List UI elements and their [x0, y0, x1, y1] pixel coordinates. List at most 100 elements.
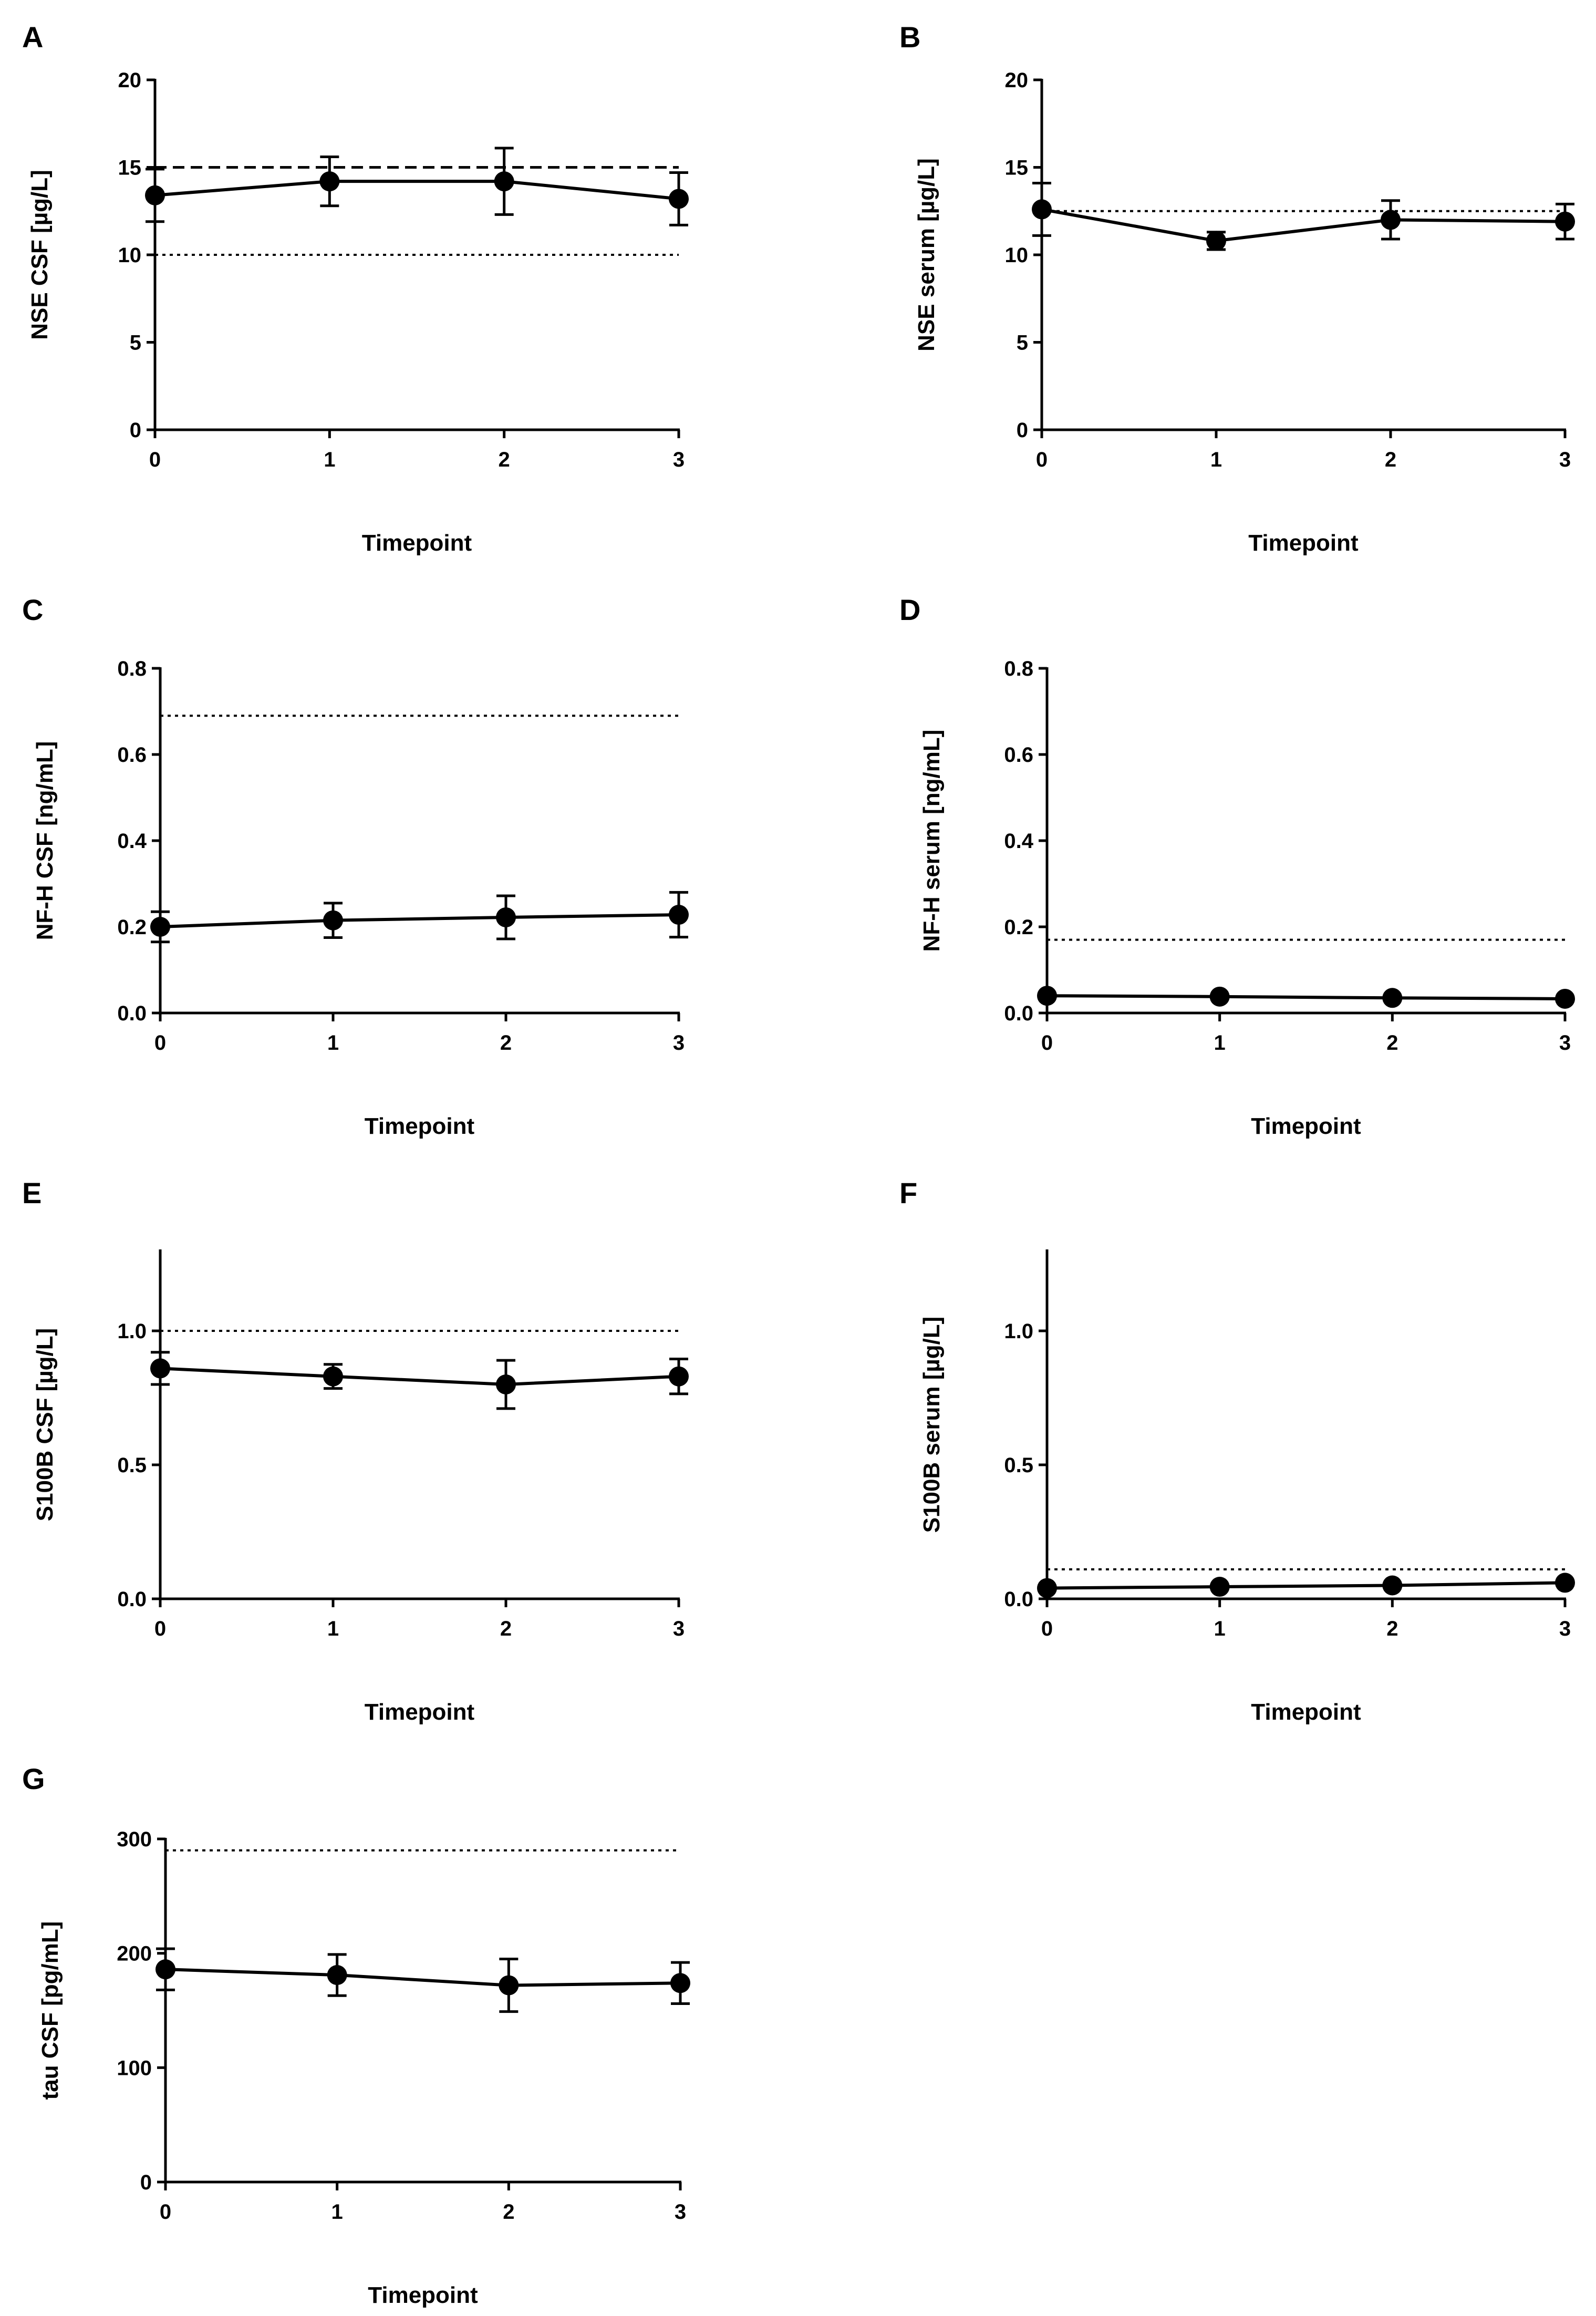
x-tick-label: 2 [500, 1617, 512, 1640]
y-axis-label: tau CSF [pg/mL] [37, 1921, 63, 2100]
chart-panel-c: C 0.0 0.2 0.4 0.6 0.8 0 1 2 3 Timepoint NF-H CSF [n… [22, 593, 689, 1139]
series-line [154, 180, 679, 201]
y-axis-label: NSE serum [µg/L] [914, 158, 939, 351]
data-point [1209, 1577, 1230, 1597]
y-tick-label: 0 [140, 2171, 152, 2194]
x-tick-label: 2 [499, 448, 510, 471]
y-tick-label: 0.2 [1004, 916, 1033, 939]
chart-panel-f: F 0.0 0.5 1.0 0 1 2 3 Timepoint S100B serum [µg/L… [899, 1176, 1575, 1725]
x-tick-label: 2 [503, 2200, 514, 2224]
y-axis-label: S100B serum [µg/L] [919, 1317, 945, 1533]
x-tick-label: 3 [1559, 448, 1571, 471]
y-tick-label: 0.5 [1004, 1454, 1033, 1477]
x-tick-label: 3 [1559, 1617, 1571, 1640]
chart-panel-a: A 0 5 10 15 20 0 1 2 3 Timepoint NSE CSF [µg/L] [22, 20, 689, 556]
data-point [669, 1366, 689, 1387]
data-point [1032, 199, 1052, 220]
data-point [499, 1975, 519, 1996]
x-tick-label: 1 [324, 448, 335, 471]
y-tick-label: 15 [1005, 157, 1029, 180]
x-tick-label: 1 [327, 1617, 339, 1640]
y-tick-label: 0.8 [117, 657, 147, 680]
x-axis-label: Timepoint [1251, 1113, 1361, 1139]
x-tick-label: 3 [673, 1031, 685, 1054]
x-tick-label: 2 [500, 1031, 512, 1054]
series-line [160, 1367, 679, 1387]
x-axis-label: Timepoint [365, 1699, 475, 1725]
x-axis-label: Timepoint [365, 1113, 475, 1139]
y-tick-label: 0.0 [117, 1588, 147, 1611]
y-tick-label: 0.6 [1004, 743, 1033, 767]
y-tick-label: 10 [1005, 244, 1029, 267]
y-tick-label: 0 [1017, 419, 1028, 442]
x-tick-label: 1 [1214, 1031, 1226, 1054]
y-tick-label: 10 [118, 244, 142, 267]
y-tick-label: 300 [117, 1828, 152, 1851]
data-point [145, 185, 165, 205]
data-point [669, 905, 689, 925]
data-point [494, 171, 514, 192]
data-point [669, 189, 689, 209]
data-point [323, 1366, 343, 1387]
x-tick-label: 1 [327, 1031, 339, 1054]
series-line [1041, 208, 1566, 243]
data-point [1381, 210, 1401, 230]
y-tick-label: 1.0 [117, 1320, 147, 1343]
x-tick-label: 1 [1210, 448, 1222, 471]
x-axis-label: Timepoint [1248, 530, 1359, 556]
y-tick-label: 200 [117, 1942, 152, 1966]
panel-letter-f: F [899, 1176, 917, 1209]
data-point [670, 1973, 690, 1993]
x-tick-label: 0 [1036, 448, 1048, 471]
y-tick-label: 15 [118, 157, 142, 180]
data-point [323, 910, 343, 930]
data-point [496, 1374, 516, 1394]
data-point [496, 907, 516, 927]
series-line [165, 1968, 681, 1987]
data-point [150, 1358, 170, 1379]
y-tick-label: 0.2 [117, 916, 147, 939]
y-axis-label: NF-H serum [ng/mL] [919, 730, 945, 952]
data-point [1037, 986, 1057, 1006]
y-tick-label: 0.4 [117, 830, 147, 853]
data-point [1037, 1578, 1057, 1598]
y-tick-label: 100 [117, 2056, 152, 2080]
panel-letter-c: C [22, 593, 43, 626]
x-tick-label: 1 [1214, 1617, 1226, 1640]
y-tick-label: 0 [130, 419, 141, 442]
x-tick-label: 0 [154, 1031, 166, 1054]
y-axis-label: NSE CSF [µg/L] [27, 170, 53, 340]
x-tick-label: 3 [1559, 1031, 1571, 1054]
y-tick-label: 0.0 [1004, 1588, 1033, 1611]
x-axis-label: Timepoint [368, 2282, 478, 2308]
x-tick-label: 3 [675, 2200, 686, 2224]
y-axis-label: NF-H CSF [ng/mL] [32, 741, 58, 940]
y-tick-label: 20 [118, 69, 142, 92]
series-line [1046, 1581, 1566, 1590]
data-point [1382, 1575, 1403, 1596]
data-point [1555, 988, 1575, 1009]
chart-panel-d: D 0.0 0.2 0.4 0.6 0.8 0 1 2 3 Timepoint NF-H serum … [899, 593, 1575, 1139]
y-tick-label: 0.5 [117, 1454, 147, 1477]
y-tick-label: 5 [130, 332, 141, 355]
data-point [150, 917, 170, 937]
chart-panel-b: B 0 5 10 15 20 0 1 2 3 Timepoint NSE serum [µg/L] [899, 20, 1575, 556]
x-tick-label: 1 [331, 2200, 343, 2224]
x-tick-label: 2 [1385, 448, 1396, 471]
x-axis-label: Timepoint [362, 530, 472, 556]
y-tick-label: 0.8 [1004, 657, 1033, 680]
chart-panel-e: E 0.0 0.5 1.0 0 1 2 3 Timepoint S100B CSF [µg/L] [22, 1176, 689, 1725]
data-point [156, 1959, 175, 1980]
x-axis-label: Timepoint [1251, 1699, 1361, 1725]
data-point [1555, 1573, 1575, 1593]
x-tick-label: 0 [149, 448, 161, 471]
x-tick-label: 2 [1386, 1617, 1398, 1640]
y-tick-label: 5 [1017, 332, 1028, 355]
y-tick-label: 0.0 [1004, 1002, 1033, 1025]
panel-letter-e: E [22, 1176, 42, 1209]
y-tick-label: 1.0 [1004, 1320, 1033, 1343]
data-point [1209, 986, 1230, 1007]
data-point [1555, 211, 1575, 232]
panel-letter-g: G [22, 1762, 45, 1795]
y-axis-label: S100B CSF [µg/L] [32, 1328, 58, 1522]
